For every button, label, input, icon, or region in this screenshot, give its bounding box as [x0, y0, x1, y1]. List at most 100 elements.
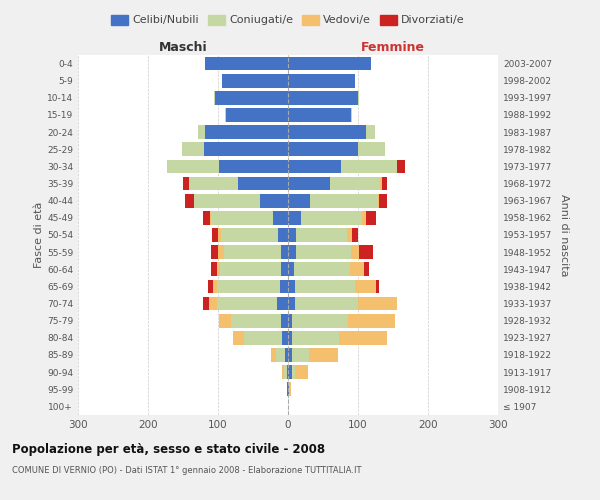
Bar: [283, 331, 288, 344]
Bar: [379, 194, 388, 207]
Bar: [295, 296, 358, 310]
Bar: [301, 211, 362, 224]
Bar: [230, 314, 281, 328]
Bar: [351, 246, 359, 259]
Bar: [376, 280, 379, 293]
Bar: [203, 296, 209, 310]
Bar: [288, 280, 295, 293]
Bar: [224, 246, 281, 259]
Bar: [347, 314, 395, 328]
Bar: [213, 280, 217, 293]
Bar: [288, 382, 289, 396]
Bar: [359, 246, 373, 259]
Bar: [199, 126, 205, 139]
Bar: [271, 348, 276, 362]
Bar: [214, 91, 215, 104]
Bar: [347, 228, 352, 242]
Bar: [362, 211, 366, 224]
Bar: [330, 176, 380, 190]
Bar: [288, 176, 330, 190]
Bar: [380, 176, 382, 190]
Bar: [233, 331, 244, 344]
Bar: [208, 280, 213, 293]
Bar: [220, 160, 288, 173]
Bar: [288, 211, 301, 224]
Bar: [211, 246, 218, 259]
Bar: [221, 74, 288, 88]
Bar: [288, 108, 351, 122]
Bar: [367, 126, 375, 139]
Bar: [204, 142, 288, 156]
Bar: [288, 74, 355, 88]
Bar: [212, 228, 218, 242]
Text: Femmine: Femmine: [361, 41, 425, 54]
Bar: [397, 160, 405, 173]
Y-axis label: Fasce di età: Fasce di età: [34, 202, 44, 268]
Bar: [288, 262, 293, 276]
Bar: [209, 296, 217, 310]
Bar: [295, 366, 308, 379]
Bar: [203, 211, 209, 224]
Bar: [260, 194, 288, 207]
Bar: [287, 382, 288, 396]
Bar: [278, 228, 288, 242]
Bar: [281, 262, 288, 276]
Bar: [358, 91, 359, 104]
Bar: [364, 262, 369, 276]
Bar: [289, 382, 291, 396]
Bar: [310, 194, 377, 207]
Legend: Celibi/Nubili, Coniugati/e, Vedovi/e, Divorziati/e: Celibi/Nubili, Coniugati/e, Vedovi/e, Di…: [107, 10, 469, 30]
Bar: [288, 296, 295, 310]
Bar: [292, 314, 347, 328]
Bar: [292, 331, 339, 344]
Bar: [185, 194, 193, 207]
Bar: [366, 211, 376, 224]
Text: COMUNE DI VERNIO (PO) - Dati ISTAT 1° gennaio 2008 - Elaborazione TUTTITALIA.IT: COMUNE DI VERNIO (PO) - Dati ISTAT 1° ge…: [12, 466, 361, 475]
Bar: [217, 296, 277, 310]
Bar: [295, 280, 355, 293]
Bar: [281, 314, 288, 328]
Text: Maschi: Maschi: [158, 41, 208, 54]
Bar: [288, 56, 371, 70]
Bar: [287, 366, 288, 379]
Bar: [288, 126, 367, 139]
Y-axis label: Anni di nascita: Anni di nascita: [559, 194, 569, 276]
Bar: [272, 211, 288, 224]
Bar: [280, 280, 288, 293]
Bar: [276, 348, 284, 362]
Bar: [218, 228, 221, 242]
Bar: [288, 194, 310, 207]
Bar: [350, 262, 364, 276]
Bar: [182, 142, 204, 156]
Bar: [218, 314, 230, 328]
Bar: [352, 228, 358, 242]
Bar: [284, 366, 287, 379]
Bar: [277, 296, 288, 310]
Bar: [288, 142, 358, 156]
Bar: [167, 160, 220, 173]
Bar: [288, 91, 358, 104]
Bar: [296, 246, 351, 259]
Bar: [244, 331, 283, 344]
Bar: [215, 91, 288, 104]
Bar: [283, 366, 284, 379]
Bar: [218, 246, 224, 259]
Bar: [351, 108, 352, 122]
Bar: [377, 194, 379, 207]
Bar: [221, 228, 278, 242]
Bar: [341, 160, 397, 173]
Bar: [309, 348, 338, 362]
Bar: [288, 348, 292, 362]
Bar: [296, 228, 347, 242]
Bar: [288, 160, 341, 173]
Bar: [284, 348, 288, 362]
Bar: [205, 126, 288, 139]
Text: Popolazione per età, sesso e stato civile - 2008: Popolazione per età, sesso e stato civil…: [12, 442, 325, 456]
Bar: [288, 246, 296, 259]
Bar: [293, 262, 350, 276]
Bar: [238, 176, 288, 190]
Bar: [355, 280, 376, 293]
Bar: [209, 211, 211, 224]
Bar: [226, 108, 288, 122]
Bar: [193, 194, 260, 207]
